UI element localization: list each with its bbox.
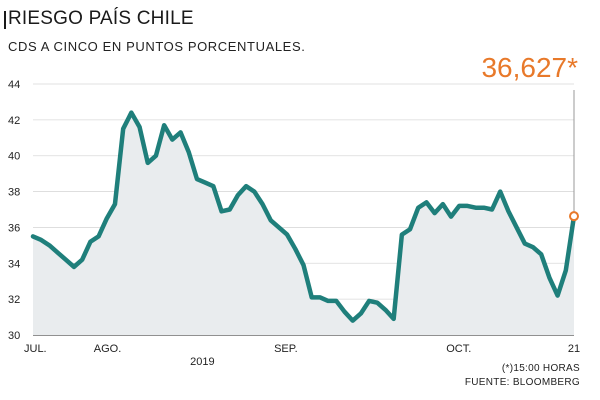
x-tick-label: AGO. [94,343,122,355]
y-tick-label: 34 [8,258,20,270]
area-fill [33,112,574,335]
time-footnote: (*)15:00 HORAS [501,363,580,374]
y-tick-label: 36 [8,222,20,234]
x-tick-label: OCT. [446,343,471,355]
title-accent-bar [4,11,6,29]
year-label: 2019 [190,356,214,368]
y-tick-label: 42 [8,115,20,127]
y-tick-label: 44 [8,79,20,91]
y-tick-label: 40 [8,151,20,163]
x-tick-label: SEP. [274,343,298,355]
y-tick-label: 32 [8,294,20,306]
y-tick-label: 38 [8,187,20,199]
y-tick-label: 30 [8,330,20,342]
x-tick-label: JUL. [24,343,47,355]
chart-title: RIESGO PAÍS CHILE [8,8,194,29]
current-value-label: 36,627* [481,52,578,83]
series-line [30,110,577,323]
last-data-point [569,211,579,222]
source-footnote: FUENTE: BLOOMBERG [464,377,580,388]
chart-subtitle: CDS A CINCO EN PUNTOS PORCENTUALES. [8,39,306,54]
x-tick-label: 21 [568,343,580,355]
